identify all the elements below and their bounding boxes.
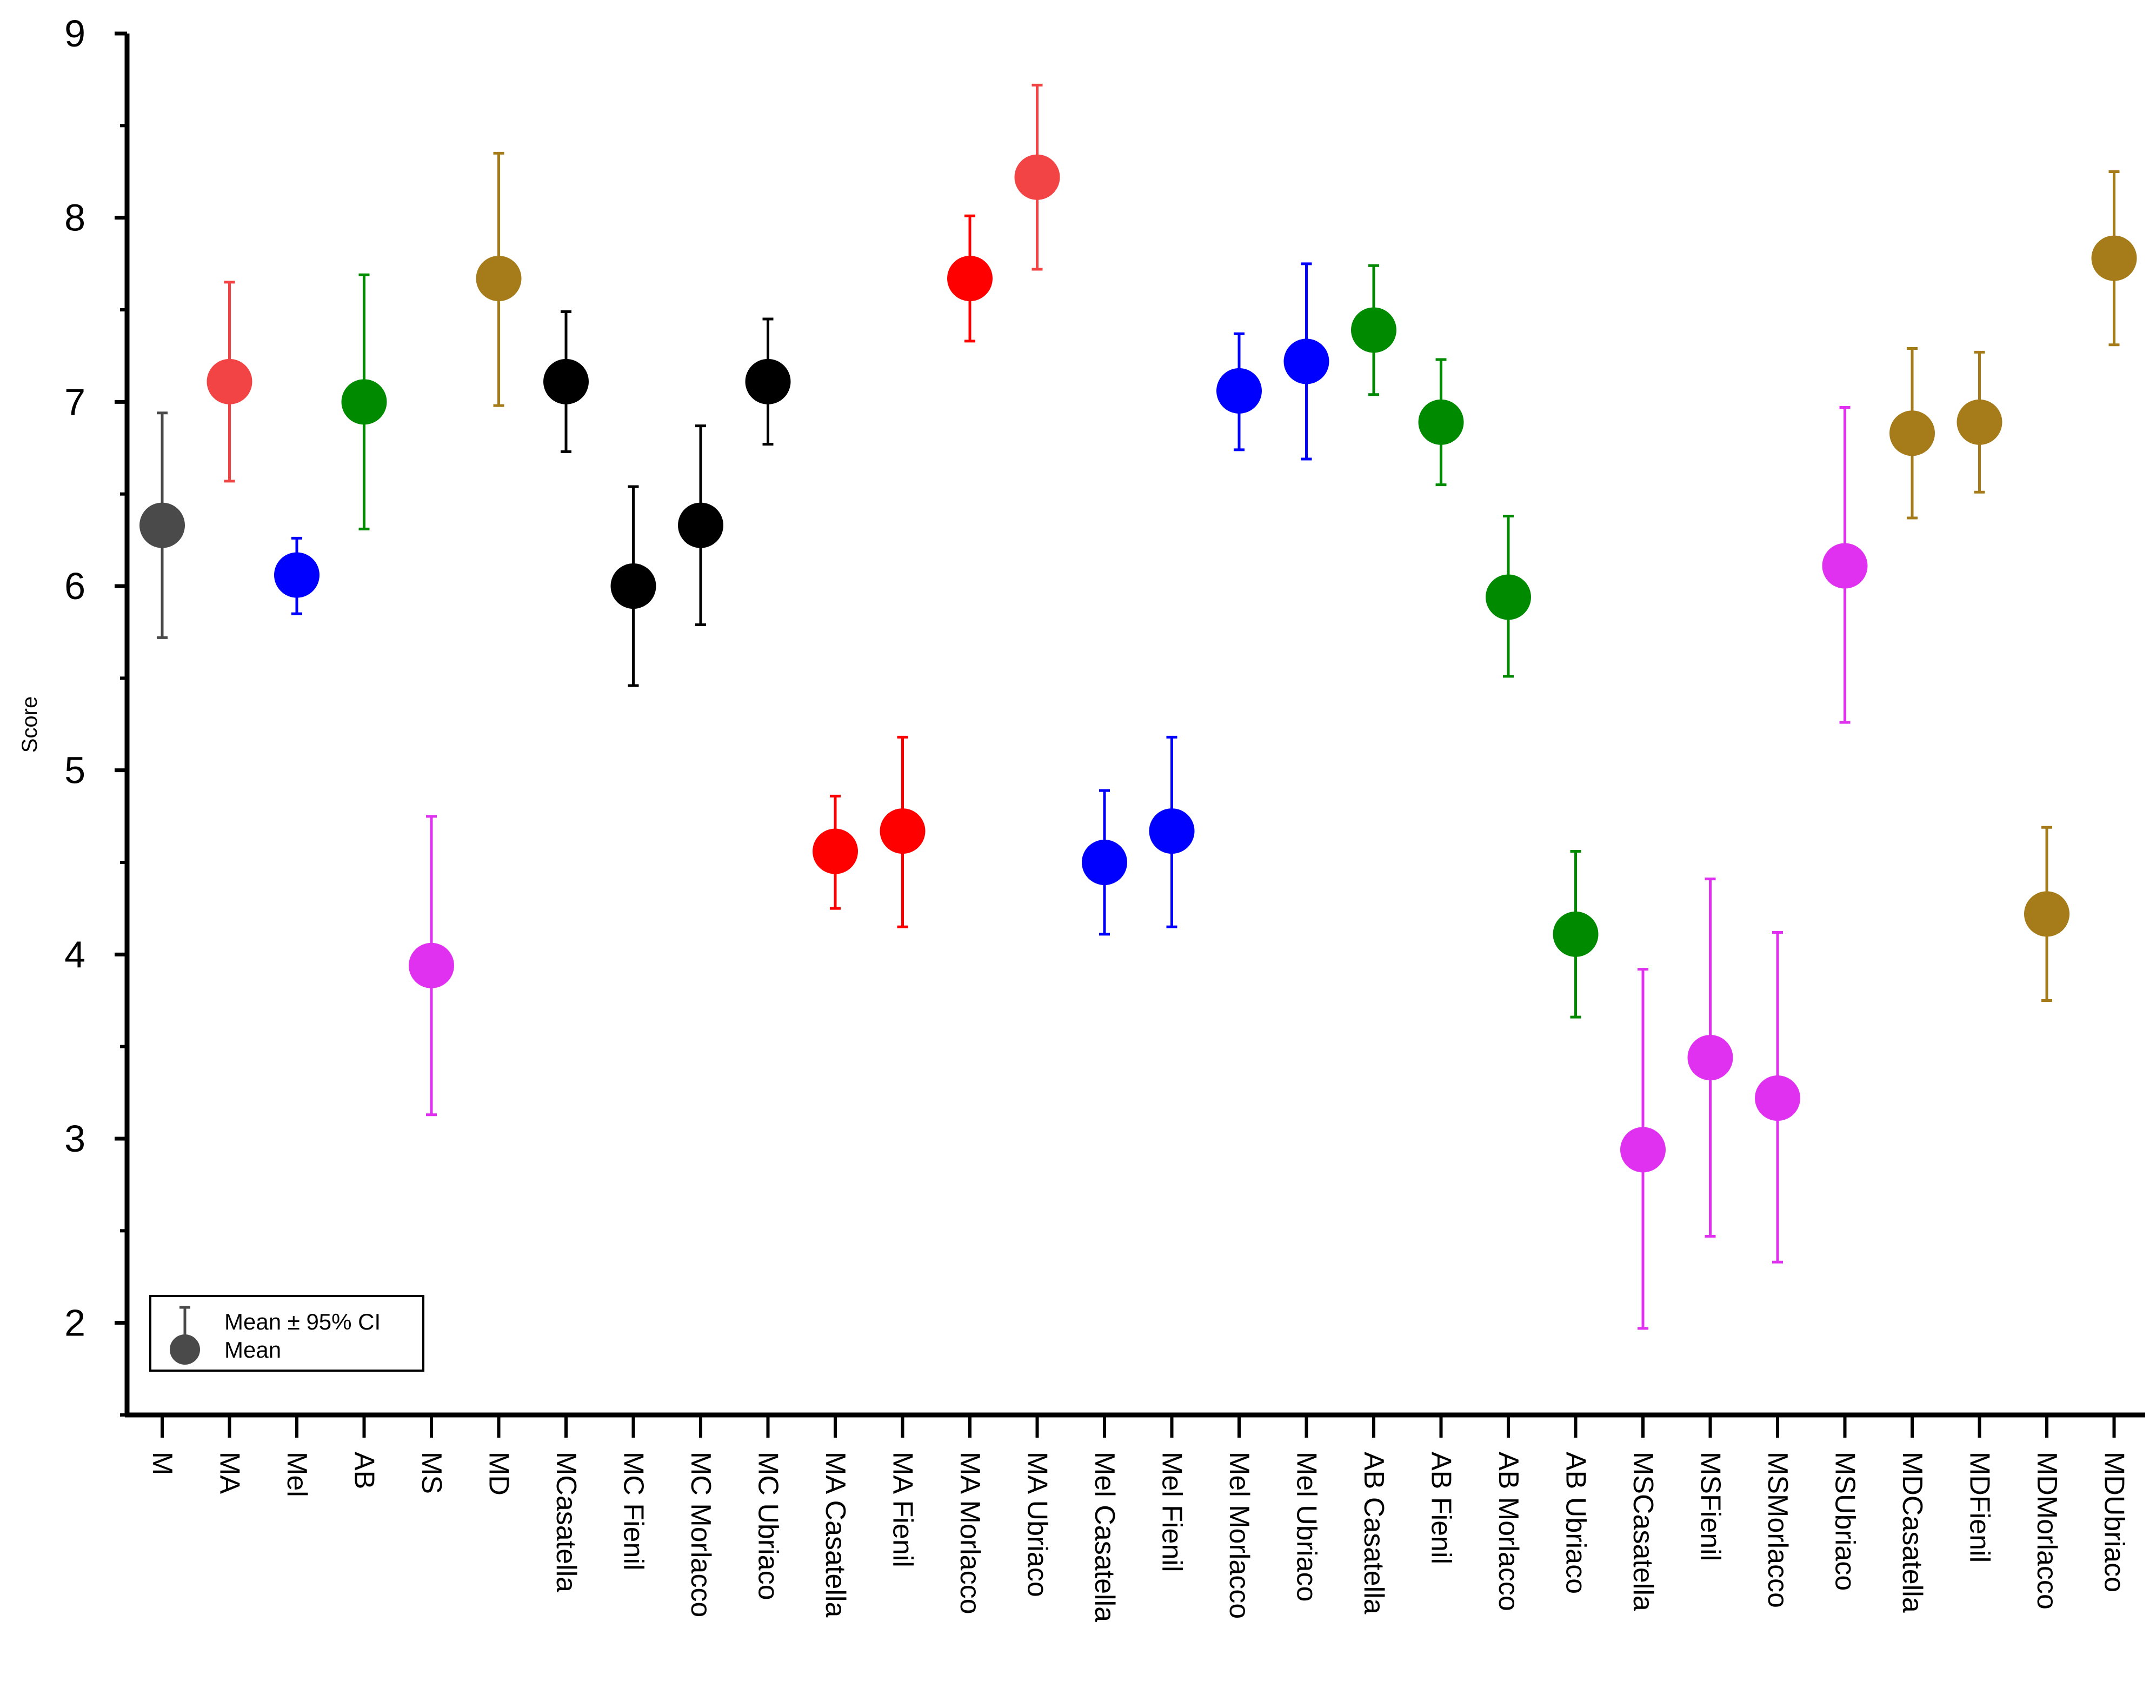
mean-marker (139, 502, 185, 548)
x-tick-label: Mel Ubriaco (1291, 1452, 1322, 1601)
x-tick-label: MSMorlacco (1762, 1452, 1793, 1608)
x-tick-label: MA (214, 1452, 245, 1494)
y-tick-label: 7 (64, 381, 85, 423)
mean-marker (678, 502, 723, 548)
mean-marker (2091, 235, 2137, 281)
mean-marker (1418, 399, 1464, 445)
mean-marker (1216, 368, 1262, 414)
x-tick-label: MD (483, 1452, 515, 1496)
x-tick-label: MA Fienil (887, 1452, 919, 1567)
x-tick-label: MCasatella (550, 1452, 582, 1592)
legend: Mean ± 95% CI Mean (149, 1295, 424, 1372)
x-tick-label: MC Morlacco (685, 1452, 716, 1617)
mean-marker (813, 828, 858, 874)
x-tick-label: MA Casatella (820, 1452, 851, 1617)
x-tick-label: MDFienil (1964, 1452, 1995, 1563)
x-tick-label: MDCasatella (1897, 1452, 1928, 1613)
legend-label-ci: Mean ± 95% CI (224, 1309, 381, 1334)
mean-marker (1553, 911, 1599, 957)
x-tick-label: MS (416, 1452, 447, 1494)
legend-box (149, 1295, 424, 1372)
axes (124, 34, 2145, 1418)
x-tick-label: MDMorlacco (2031, 1452, 2062, 1610)
mean-marker (476, 256, 522, 302)
x-tick-label: AB (349, 1452, 380, 1489)
x-tick-label: MSCasatella (1627, 1452, 1659, 1611)
mean-marker (409, 942, 454, 988)
mean-marker (1889, 410, 1935, 456)
x-tick-label: Mel Fienil (1156, 1452, 1188, 1572)
y-ticks: 2 3 4 5 6 7 8 9 (64, 12, 127, 1417)
x-tick-label: MA Ubriaco (1022, 1452, 1053, 1597)
mean-marker (1283, 338, 1329, 384)
y-tick-label: 8 (64, 197, 85, 239)
x-tick-label: MSUbriaco (1829, 1452, 1861, 1591)
x-tick-label: AB Fienil (1426, 1452, 1457, 1564)
mean-marker (880, 808, 926, 854)
mean-marker (1082, 840, 1127, 885)
y-tick-label: 6 (64, 565, 85, 607)
mean-marker (1957, 399, 2002, 445)
mean-marker (947, 256, 993, 302)
error-bars (157, 83, 2120, 1330)
mean-marker (610, 563, 656, 609)
x-tick-label: MDUbriaco (2099, 1452, 2130, 1592)
mean-marker (745, 358, 791, 404)
mean-marker (1755, 1075, 1800, 1121)
mean-marker (1014, 154, 1060, 200)
legend-mean-icon (170, 1334, 200, 1365)
y-tick-label: 3 (64, 1118, 85, 1160)
x-tick-label: AB Casatella (1358, 1452, 1389, 1614)
mean-marker (543, 358, 589, 404)
x-ticks: M MA Mel AB MS MD MCasatella MC Fienil MC Morlac… (147, 1415, 2130, 1622)
mean-marker (207, 358, 252, 404)
mean-marker (1351, 307, 1396, 353)
mean-marker (1620, 1127, 1666, 1173)
x-tick-label: MA Morlacco (954, 1452, 986, 1614)
x-tick-label: MSFienil (1695, 1452, 1726, 1561)
y-tick-label: 2 (64, 1302, 85, 1344)
y-axis-label: Score (18, 696, 42, 753)
mean-markers (139, 154, 2137, 1173)
mean-marker (1149, 808, 1195, 854)
x-tick-label: Mel Casatella (1089, 1452, 1120, 1622)
mean-marker (2024, 891, 2070, 937)
mean-marker (1822, 543, 1868, 589)
mean-marker (274, 552, 320, 598)
legend-label-mean: Mean (224, 1337, 281, 1363)
x-tick-label: AB Morlacco (1493, 1452, 1524, 1611)
mean-marker (1687, 1035, 1733, 1081)
x-tick-label: M (147, 1452, 178, 1475)
x-tick-label: Mel Morlacco (1223, 1452, 1255, 1619)
x-tick-label: AB Ubriaco (1560, 1452, 1592, 1594)
x-tick-label: MC Ubriaco (753, 1452, 784, 1600)
x-tick-label: MC Fienil (618, 1452, 649, 1571)
mean-marker (1486, 574, 1531, 620)
y-tick-label: 4 (64, 933, 85, 975)
y-tick-label: 5 (64, 749, 85, 792)
x-tick-label: Mel (281, 1452, 312, 1497)
mean-marker (341, 379, 387, 425)
y-tick-label: 9 (64, 12, 85, 55)
